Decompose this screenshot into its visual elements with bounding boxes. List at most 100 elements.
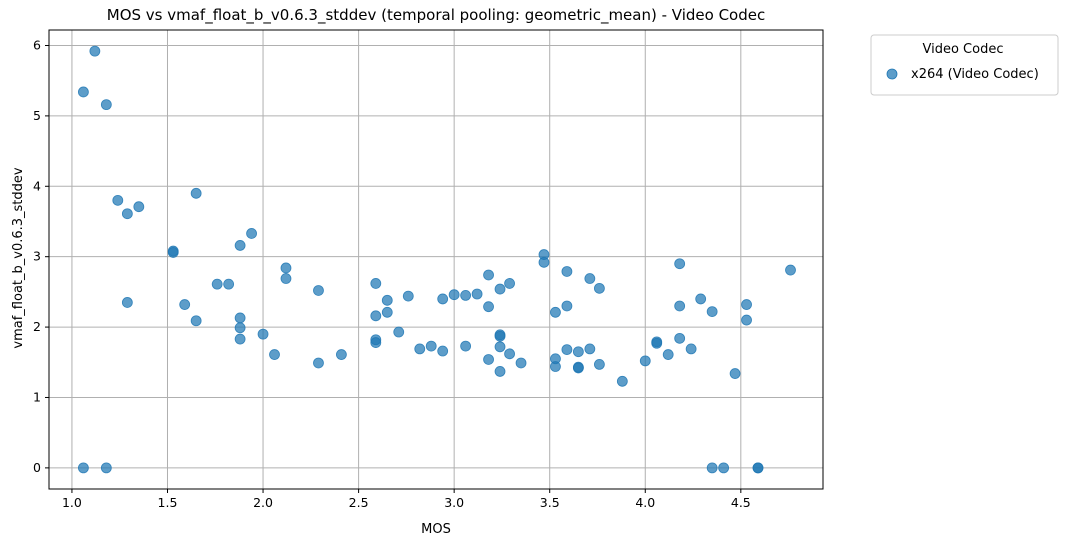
data-point bbox=[448, 289, 460, 301]
data-point bbox=[494, 366, 506, 377]
data-point bbox=[257, 328, 269, 340]
data-point bbox=[335, 349, 347, 360]
data-point bbox=[494, 341, 506, 353]
data-point bbox=[561, 266, 573, 277]
data-point bbox=[414, 343, 426, 355]
legend-frame bbox=[870, 34, 1059, 96]
y-tick-label: 3 bbox=[33, 249, 41, 264]
x-tick-label: 3.0 bbox=[444, 495, 464, 510]
data-point bbox=[504, 348, 515, 360]
grid bbox=[49, 30, 823, 489]
data-point bbox=[234, 333, 246, 345]
data-point bbox=[674, 332, 686, 344]
data-point bbox=[370, 278, 382, 289]
data-point bbox=[78, 86, 89, 98]
data-point bbox=[706, 462, 718, 474]
data-point bbox=[460, 340, 472, 352]
legend-marker-x264 bbox=[886, 68, 898, 80]
data-point bbox=[594, 358, 605, 370]
data-point bbox=[483, 269, 494, 281]
data-point bbox=[594, 282, 605, 294]
data-point bbox=[121, 208, 133, 220]
data-point bbox=[437, 293, 449, 305]
x-axis-label: MOS bbox=[421, 522, 451, 537]
data-point bbox=[674, 300, 686, 312]
data-point bbox=[246, 228, 257, 239]
data-point bbox=[223, 278, 235, 290]
data-point bbox=[483, 301, 494, 313]
data-point bbox=[729, 368, 741, 379]
data-point bbox=[515, 357, 527, 369]
chart-title: MOS vs vmaf_float_b_v0.6.3_stddev (tempo… bbox=[107, 6, 765, 25]
data-point bbox=[402, 290, 414, 302]
y-axis-label: vmaf_float_b_v0.6.3_stddev bbox=[11, 167, 26, 349]
data-point bbox=[211, 278, 223, 290]
x-tick-label: 1.0 bbox=[62, 495, 82, 510]
data-point bbox=[471, 288, 483, 300]
data-point bbox=[112, 194, 124, 206]
data-point bbox=[280, 273, 292, 284]
x-tick-label: 1.5 bbox=[158, 495, 178, 510]
y-tick-label: 1 bbox=[33, 389, 41, 404]
data-points bbox=[78, 45, 796, 474]
data-point bbox=[674, 258, 686, 270]
data-point bbox=[572, 346, 584, 358]
x-tick-label: 4.0 bbox=[635, 495, 655, 510]
data-point bbox=[437, 345, 449, 357]
data-point bbox=[639, 355, 651, 367]
data-point bbox=[313, 285, 324, 296]
x-tick-label: 4.5 bbox=[731, 495, 751, 510]
data-point bbox=[483, 354, 494, 365]
data-point bbox=[78, 462, 89, 474]
y-tick-label: 4 bbox=[33, 178, 41, 193]
data-point bbox=[494, 330, 506, 342]
data-point bbox=[425, 340, 437, 352]
data-point bbox=[752, 462, 764, 474]
y-tick-label: 5 bbox=[33, 108, 41, 123]
y-tick-label: 0 bbox=[33, 460, 41, 475]
data-point bbox=[121, 297, 133, 308]
data-point bbox=[269, 349, 280, 360]
data-point bbox=[572, 362, 584, 374]
legend: Video Codec x264 (Video Codec) bbox=[870, 34, 1059, 96]
data-point bbox=[584, 273, 596, 284]
data-point bbox=[393, 326, 405, 338]
data-point bbox=[741, 299, 752, 310]
data-point bbox=[381, 306, 393, 318]
data-point bbox=[561, 300, 573, 312]
data-point bbox=[179, 299, 191, 310]
data-point bbox=[561, 344, 573, 356]
data-point bbox=[706, 306, 718, 317]
y-tick-label: 2 bbox=[33, 319, 41, 334]
plot-frame bbox=[48, 29, 824, 490]
data-point bbox=[718, 462, 730, 474]
x-axis-ticks: 1.0 1.5 2.0 2.5 3.0 3.5 4.0 4.5 bbox=[62, 489, 751, 510]
axes bbox=[48, 29, 824, 490]
data-point bbox=[381, 294, 393, 306]
data-point bbox=[785, 264, 796, 276]
data-point bbox=[280, 262, 292, 274]
data-point bbox=[100, 462, 112, 474]
data-point bbox=[370, 337, 382, 348]
data-point bbox=[133, 201, 145, 213]
data-point bbox=[695, 293, 707, 305]
x-tick-label: 3.5 bbox=[540, 495, 560, 510]
legend-entry-x264: x264 (Video Codec) bbox=[911, 67, 1039, 82]
data-point bbox=[89, 45, 101, 57]
x-tick-label: 2.0 bbox=[253, 495, 273, 510]
data-point bbox=[662, 349, 674, 360]
data-point bbox=[234, 312, 246, 324]
data-point bbox=[651, 337, 663, 349]
data-point bbox=[616, 375, 628, 387]
legend-title: Video Codec bbox=[923, 42, 1004, 57]
data-point bbox=[504, 278, 515, 289]
y-tick-label: 6 bbox=[33, 37, 41, 52]
data-point bbox=[190, 187, 202, 199]
data-point bbox=[313, 357, 324, 369]
data-point bbox=[584, 343, 596, 355]
data-point bbox=[190, 315, 202, 327]
data-point bbox=[167, 247, 179, 258]
data-point bbox=[550, 306, 561, 318]
data-point bbox=[494, 283, 506, 295]
